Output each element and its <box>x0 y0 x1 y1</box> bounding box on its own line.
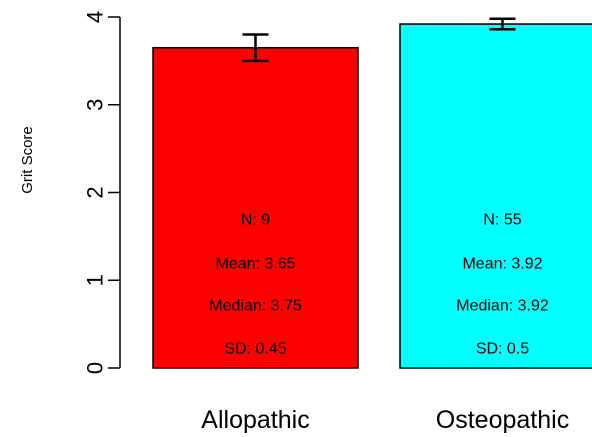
error-bars <box>242 17 516 63</box>
bars <box>152 23 592 369</box>
stat-n: N: 55 <box>483 212 521 229</box>
stat-sd: SD: 0.45 <box>224 341 286 358</box>
stat-mean: Mean: 3.92 <box>462 256 542 273</box>
stat-mean: Mean: 3.65 <box>215 256 295 273</box>
y-axis-ticks: 0 1 2 3 4 <box>83 11 120 374</box>
bar-osteopathic <box>399 23 592 369</box>
y-tick-label: 1 <box>83 274 108 286</box>
category-labels: Allopathic Osteopathic <box>201 406 569 434</box>
stat-labels: N: 9 Mean: 3.65 Median: 3.75 SD: 0.45 N: 55 M… <box>209 212 549 358</box>
category-label: Allopathic <box>201 406 309 434</box>
y-tick-label: 0 <box>83 362 108 374</box>
stat-sd: SD: 0.5 <box>476 341 529 358</box>
y-tick-label: 4 <box>83 11 108 23</box>
y-axis-label: Grit Score <box>19 126 36 194</box>
stat-n: N: 9 <box>241 212 270 229</box>
category-label: Osteopathic <box>436 406 569 434</box>
bar-allopathic <box>152 46 359 369</box>
stat-median: Median: 3.75 <box>209 298 302 315</box>
y-tick-label: 2 <box>83 186 108 198</box>
y-tick-label: 3 <box>83 99 108 111</box>
stat-median: Median: 3.92 <box>456 298 549 315</box>
